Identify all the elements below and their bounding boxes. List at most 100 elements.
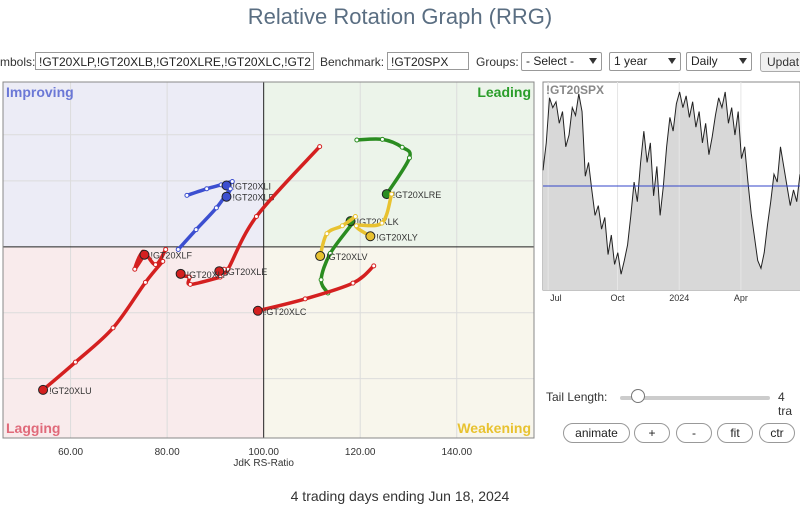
tail-length-slider-handle[interactable] [631,389,645,403]
frequency-select-value: Daily [691,54,718,68]
update-button[interactable]: Updat [760,52,800,72]
tail-point [186,274,192,280]
benchmark-chart: !GT20SPX Jul Oct 2024 Apr [542,81,800,303]
x-axis-label: JdK RS-Ratio [233,458,294,469]
zoom-in-button[interactable]: + [634,423,670,443]
tail-point [352,213,358,219]
tail-point [339,223,345,229]
symbols-input[interactable]: !GT20XLP,!GT20XLB,!GT20XLRE,!GT20XLC,!GT… [35,52,314,70]
leading-quadrant [263,82,534,247]
benchmark-line [542,91,800,275]
improving-quadrant [3,82,264,247]
page-title: Relative Rotation Graph (RRG) [247,4,553,29]
bench-x-tick-label: Apr [734,293,748,303]
series-label: !GT20XLC [264,307,307,317]
improving-label: Improving [6,84,74,100]
x-tick-label: 120.00 [345,447,376,458]
head-marker-gt20xlf [139,249,150,260]
tail-point [175,246,181,252]
bench-x-tick-label: 2024 [669,293,689,303]
tail-point [353,223,359,229]
tail-point [379,220,385,226]
head-marker-gt20xlp [175,268,186,279]
tail-gt20xlc [256,264,376,313]
tail-point [302,296,308,302]
tail-point [160,258,166,264]
animate-button[interactable]: animate [563,423,630,443]
chevron-down-icon [589,58,597,64]
benchmark-label: Benchmark: [320,55,385,69]
tail-length-slider[interactable] [620,396,770,400]
tail-point [110,325,116,331]
tail-point [227,186,233,192]
tail-point [153,262,159,268]
head-marker-gt20xlc [252,305,263,316]
groups-label: Groups: [476,55,519,69]
benchmark-title: !GT20SPX [546,83,604,97]
lagging-label: Lagging [6,420,60,436]
fit-button[interactable]: fit [717,423,753,443]
tail-point [327,250,333,256]
groups-select[interactable]: - Select - [521,52,602,71]
x-tick-label: 80.00 [155,447,180,458]
tail-point [142,279,148,285]
x-tick-label: 140.00 [441,447,472,458]
tail-point [389,191,395,197]
tail-point [163,246,169,252]
benchmark-input[interactable]: !GT20SPX [387,52,469,70]
weakening-quadrant [263,246,534,438]
tail-point [204,186,210,192]
bench-x-tick-label: Jul [550,293,562,303]
head-marker-gt20xlv [315,251,326,262]
series-label: !GT20XLY [376,232,417,242]
head-marker-gt20xly [365,231,376,242]
chevron-down-icon [739,58,747,64]
tail-point [213,205,219,211]
bench-x-tick-label: Oct [611,293,626,303]
series-label: !GT20XLB [233,193,275,203]
rrg-chart: Improving Leading Lagging Weakening 60.00 80.… [2,81,535,469]
tail-point [318,277,324,283]
tail-point [379,136,385,142]
tail-point [399,144,405,150]
x-tick-label: 60.00 [58,447,83,458]
frequency-select[interactable]: Daily [686,52,752,71]
tail-point [187,281,193,287]
tail-gt20xly [354,192,394,239]
series-label: !GT20XLV [326,252,367,262]
series-label: !GT20XLK [357,217,399,227]
tail-length-label: Tail Length: [546,390,608,404]
center-button[interactable]: ctr [759,423,795,443]
benchmark-area [543,91,800,290]
tail-point [324,231,330,237]
toolbar: mbols: !GT20XLP,!GT20XLB,!GT20XLRE,!GT20… [0,52,800,72]
chevron-down-icon [668,58,676,64]
period-select-value: 1 year [614,54,648,68]
tail-point [253,213,259,219]
series-label: !GT20XLI [233,182,272,192]
series-label: !GT20XLE [225,267,267,277]
tail-point [229,179,235,185]
tail-point [72,359,78,365]
series-label: !GT20XLP [187,270,229,280]
tail-point [354,137,360,143]
tail-point [132,266,138,272]
tail-point [350,280,356,286]
groups-select-value: - Select - [526,54,575,68]
head-marker-gt20xlb [221,191,232,202]
head-marker-gt20xlu [38,384,49,395]
series-label: !GT20XLRE [393,190,442,200]
series-label: !GT20XLF [150,251,192,261]
plot-frame [2,81,535,439]
tail-point [406,155,412,161]
tail-point [317,144,323,150]
zoom-out-button[interactable]: - [676,423,712,443]
period-select[interactable]: 1 year [609,52,681,71]
tail-point [184,192,190,198]
weakening-label: Weakening [457,420,531,436]
symbols-label: mbols: [0,55,36,69]
x-tick-label: 100.00 [248,447,279,458]
tail-point [371,263,377,269]
tail-length-value: 4 tra [778,390,793,418]
tail-point [217,274,223,280]
